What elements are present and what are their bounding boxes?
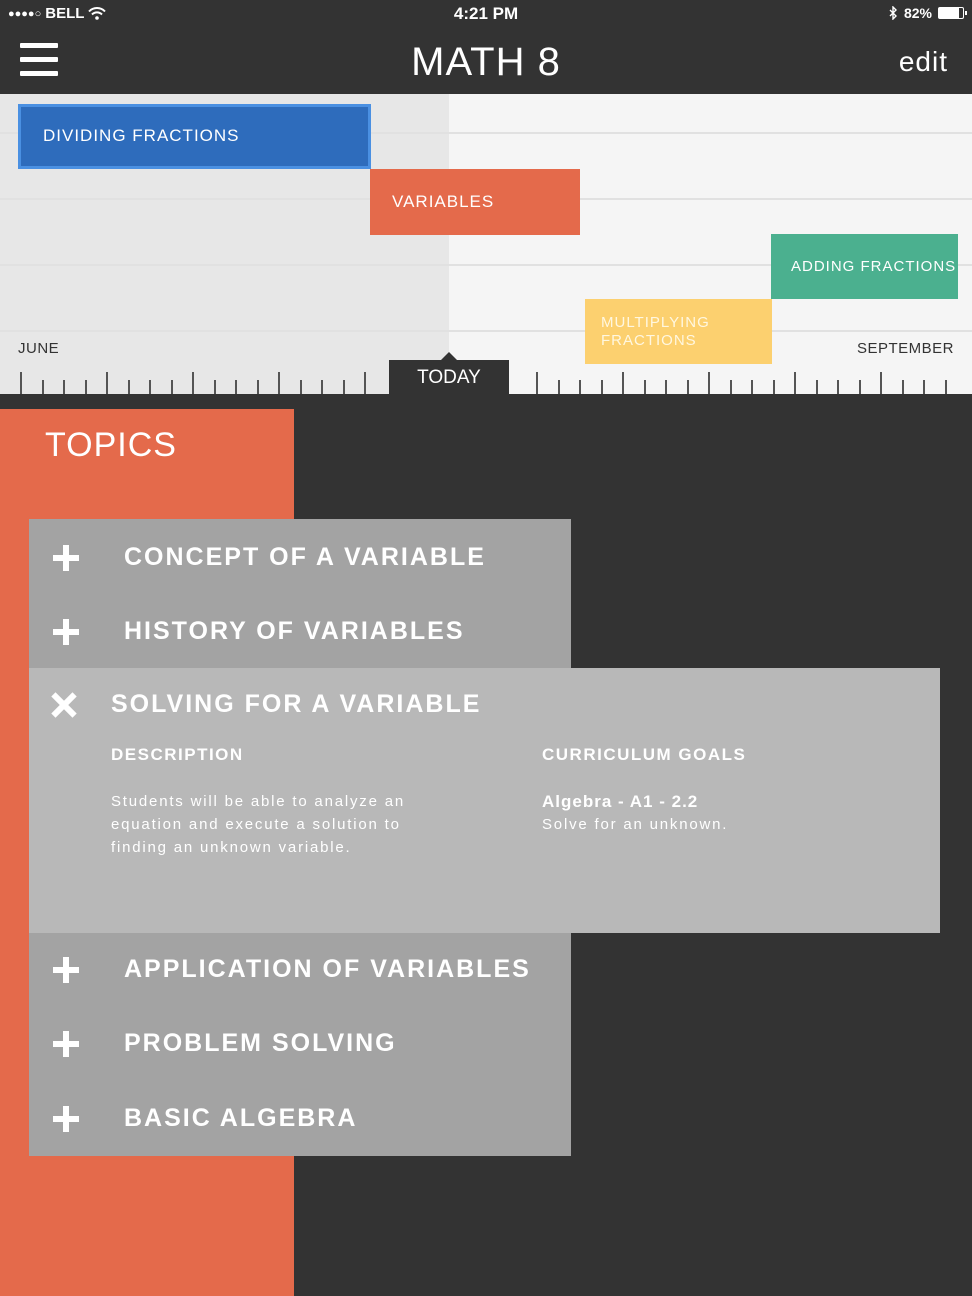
carrier-info: ●●●●○ BELL <box>8 5 107 22</box>
plus-icon[interactable] <box>53 619 79 645</box>
timeline-tick <box>149 380 151 394</box>
topic-item-application-of-variables[interactable]: APPLICATION OF VARIABLES <box>29 933 571 1007</box>
description-line: equation and execute a solution to <box>111 816 401 833</box>
timeline-tick <box>794 372 796 394</box>
timeline-start-label: JUNE <box>18 340 60 357</box>
timeline-tick <box>364 372 366 394</box>
timeline-tick <box>84 380 87 394</box>
timeline-tick <box>837 380 839 394</box>
timeline-tick <box>579 380 581 394</box>
timeline-tick <box>708 372 710 394</box>
topic-label: CONCEPT OF A VARIABLE <box>124 543 486 571</box>
timeline-gridline <box>0 264 972 266</box>
bluetooth-icon <box>889 6 897 20</box>
plus-icon[interactable] <box>53 1106 79 1132</box>
description-text: Students will be able to analyze an equa… <box>111 790 405 859</box>
timeline-tick <box>321 380 323 394</box>
timeline-tick <box>858 380 861 394</box>
timeline-tick <box>643 380 646 394</box>
timeline-tick <box>622 372 624 394</box>
topics-heading: TOPICS <box>45 426 177 464</box>
timeline-tick <box>901 380 904 394</box>
wifi-icon <box>88 7 107 20</box>
status-bar: ●●●●○ BELL 4:21 PM 82% <box>0 0 972 28</box>
timeline-end-label: SEPTEMBER <box>856 340 954 357</box>
timeline-tick <box>665 380 667 394</box>
timeline[interactable]: DIVIDING FRACTIONS VARIABLES ADDING FRAC… <box>0 94 972 394</box>
timeline-tick <box>815 380 818 394</box>
timeline-gridline <box>0 132 972 134</box>
topic-item-basic-algebra[interactable]: BASIC ALGEBRA <box>29 1082 571 1156</box>
description-line: finding an unknown variable. <box>111 839 352 856</box>
description-line: Students will be able to analyze an <box>111 793 405 810</box>
timeline-tick <box>41 380 44 394</box>
timeline-tick <box>278 372 280 394</box>
timeline-tick <box>342 380 345 394</box>
topic-item-solving-for-a-variable-expanded[interactable]: SOLVING FOR A VARIABLE DESCRIPTION Stude… <box>29 668 940 933</box>
topic-label: BASIC ALGEBRA <box>124 1104 358 1132</box>
timeline-bar-dividing-fractions[interactable]: DIVIDING FRACTIONS <box>18 104 371 169</box>
timeline-tick <box>299 380 302 394</box>
timeline-tick <box>256 380 259 394</box>
topic-label: HISTORY OF VARIABLES <box>124 617 465 645</box>
timeline-ticks <box>0 366 972 394</box>
signal-strength-icon: ●●●●○ <box>8 7 42 20</box>
timeline-tick <box>235 380 237 394</box>
plus-icon[interactable] <box>53 545 79 571</box>
goal-code: Algebra - A1 - 2.2 <box>542 792 699 811</box>
timeline-tick <box>536 372 538 394</box>
timeline-tick <box>880 372 882 394</box>
topic-label: PROBLEM SOLVING <box>124 1029 397 1057</box>
plus-icon[interactable] <box>53 1031 79 1057</box>
timeline-tick <box>213 380 216 394</box>
status-time: 4:21 PM <box>453 4 519 23</box>
timeline-bar-variables[interactable]: VARIABLES <box>370 169 580 235</box>
timeline-tick <box>686 380 689 394</box>
page-title: MATH 8 <box>411 40 561 84</box>
curriculum-goals-text: Algebra - A1 - 2.2 Solve for an unknown. <box>542 790 728 836</box>
timeline-tick <box>944 380 947 394</box>
nav-bar: MATH 8 edit <box>0 28 972 94</box>
edit-button[interactable]: edit <box>898 46 948 77</box>
carrier-name: BELL <box>45 5 85 22</box>
battery-info: 82% <box>888 5 967 21</box>
timeline-tick <box>192 372 194 394</box>
timeline-tick <box>751 380 753 394</box>
battery-icon <box>938 7 967 19</box>
timeline-tick <box>20 372 22 394</box>
timeline-gridline <box>0 330 972 332</box>
battery-fill <box>939 8 959 18</box>
topic-item-history-of-variables[interactable]: HISTORY OF VARIABLES <box>29 595 571 669</box>
curriculum-goals-heading: CURRICULUM GOALS <box>542 745 747 764</box>
battery-percent: 82% <box>903 5 932 21</box>
timeline-tick <box>106 372 108 394</box>
timeline-tick <box>923 380 925 394</box>
timeline-bar-adding-fractions[interactable]: ADDING FRACTIONS <box>771 234 958 299</box>
topic-item-concept-of-a-variable[interactable]: CONCEPT OF A VARIABLE <box>29 521 571 595</box>
timeline-tick <box>729 380 732 394</box>
timeline-tick <box>63 380 65 394</box>
menu-icon[interactable] <box>20 41 60 79</box>
topic-item-problem-solving[interactable]: PROBLEM SOLVING <box>29 1007 571 1081</box>
expanded-topic-title: SOLVING FOR A VARIABLE <box>111 690 482 718</box>
timeline-tick <box>600 380 603 394</box>
goal-text: Solve for an unknown. <box>542 816 729 833</box>
timeline-bar-multiplying-fractions[interactable]: MULTIPLYING FRACTIONS <box>585 299 772 364</box>
topic-label: APPLICATION OF VARIABLES <box>124 955 531 983</box>
description-heading: DESCRIPTION <box>111 745 244 764</box>
plus-icon[interactable] <box>53 957 79 983</box>
timeline-tick <box>772 380 775 394</box>
today-marker[interactable]: TODAY <box>389 352 509 394</box>
timeline-tick <box>557 380 560 394</box>
timeline-tick <box>170 380 173 394</box>
timeline-tick <box>127 380 130 394</box>
close-icon[interactable] <box>51 692 77 718</box>
